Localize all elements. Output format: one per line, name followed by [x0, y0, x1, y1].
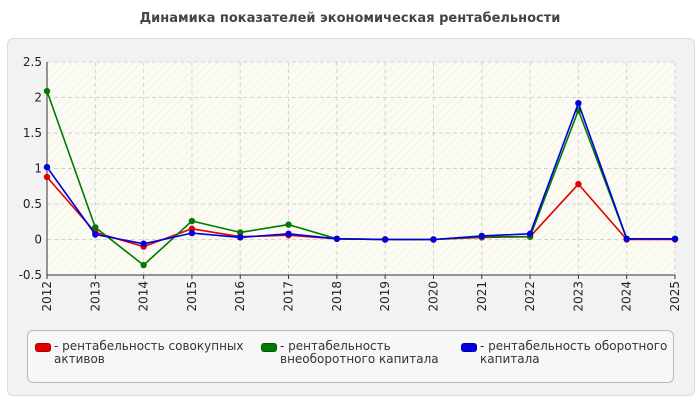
x-tick-label: 2012	[40, 281, 54, 312]
x-tick-label: 2016	[233, 281, 247, 312]
data-point	[43, 173, 51, 181]
data-point	[43, 163, 51, 171]
tick-labels: -0.5 0 0.5 1 1.5 2 2.5 2012 2013 2014 2015 2016 2017…	[19, 55, 682, 312]
data-point	[526, 230, 534, 238]
x-tick-label: 2019	[378, 281, 392, 312]
data-point	[381, 236, 389, 243]
data-point	[671, 235, 679, 242]
y-tick-label: 1.5	[23, 126, 42, 140]
data-point	[237, 234, 244, 241]
data-point	[140, 240, 147, 247]
legend-swatch-working-capital	[461, 343, 477, 352]
legend-label-line: - рентабельность оборотного	[480, 339, 668, 353]
legend-label-line: - рентабельность	[280, 339, 391, 353]
legend-swatch-non-current-capital	[261, 343, 277, 352]
data-point	[92, 231, 99, 238]
data-point	[623, 235, 630, 242]
y-tick-label: 1	[34, 162, 42, 176]
data-point	[188, 217, 196, 225]
chart-title: Динамика показателей экономическая рента…	[139, 11, 561, 26]
series-3	[43, 99, 679, 247]
data-point	[188, 229, 196, 237]
legend-item-non-current-capital: - рентабельность внеоборотного капитала	[261, 340, 439, 366]
legend-item-total-assets: - рентабельность совокупных активов	[35, 340, 244, 366]
data-point	[92, 224, 99, 231]
x-tick-label: 2023	[571, 281, 585, 312]
x-tick-label: 2024	[620, 281, 634, 312]
legend-label-total-assets: - рентабельность совокупных активов	[54, 340, 244, 366]
legend-label-line: капитала	[480, 352, 540, 366]
y-tick-label: 2.5	[23, 55, 42, 69]
x-tick-label: 2018	[330, 281, 344, 312]
legend-label-line: активов	[54, 352, 105, 366]
legend-label-line: - рентабельность совокупных	[54, 339, 244, 353]
x-tick-label: 2014	[137, 281, 151, 312]
data-point	[237, 229, 244, 236]
y-tick-label: 0	[34, 233, 42, 247]
legend-label-working-capital: - рентабельность оборотного капитала	[480, 340, 667, 366]
data-point	[333, 235, 341, 242]
x-tick-label: 2020	[426, 281, 440, 312]
series-line	[46, 102, 675, 245]
x-tick-label: 2017	[282, 281, 296, 312]
x-tick-label: 2021	[475, 281, 489, 312]
legend-item-working-capital: - рентабельность оборотного капитала	[461, 340, 667, 366]
data-point	[575, 99, 582, 107]
legend-label-non-current-capital: - рентабельность внеоборотного капитала	[280, 340, 439, 366]
x-tick-label: 2025	[668, 281, 682, 312]
data-point	[285, 230, 292, 238]
y-tick-label: 0.5	[23, 197, 42, 211]
legend-swatch-total-assets	[35, 343, 51, 352]
data-point	[285, 221, 292, 228]
data-point	[43, 87, 51, 95]
series-lines	[43, 87, 679, 269]
data-point	[140, 261, 147, 269]
x-tick-label: 2015	[185, 281, 199, 312]
legend: - рентабельность совокупных активов - ре…	[27, 330, 674, 383]
data-point	[575, 180, 582, 188]
legend-label-line: внеоборотного капитала	[280, 352, 439, 366]
data-point	[478, 232, 485, 240]
x-tick-label: 2022	[523, 281, 537, 312]
x-tick-label: 2013	[88, 281, 102, 312]
y-tick-label: -0.5	[19, 268, 42, 282]
y-tick-label: 2	[34, 91, 42, 105]
data-point	[430, 236, 437, 243]
